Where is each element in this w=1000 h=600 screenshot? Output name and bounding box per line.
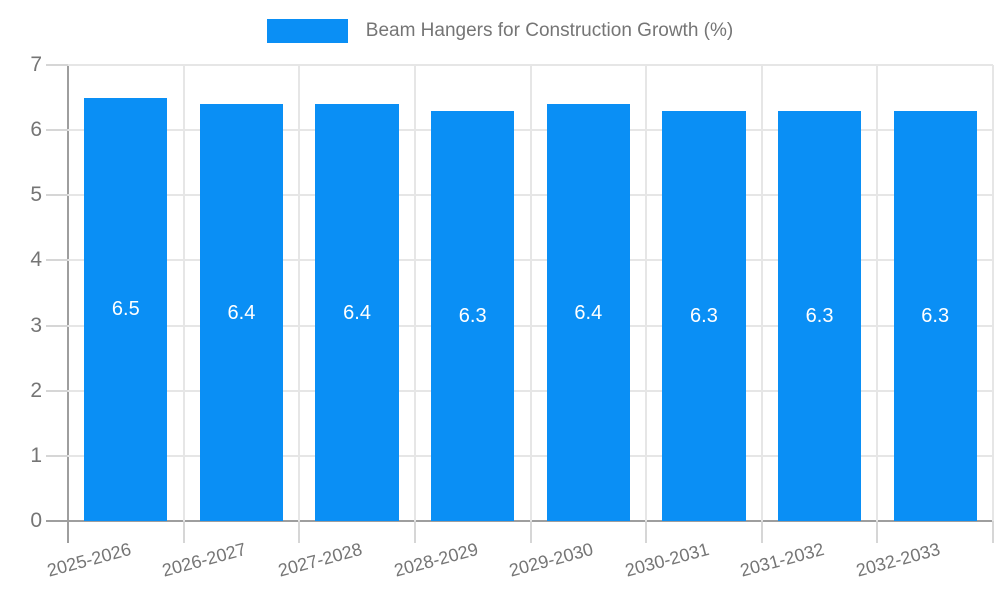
y-axis-tick	[46, 194, 68, 197]
bar-value-label: 6.5	[111, 298, 140, 321]
bar-value-label: 6.3	[805, 304, 834, 327]
x-axis-tick	[182, 521, 185, 543]
bar-value-label: 6.3	[690, 304, 718, 327]
y-axis-tick	[46, 324, 68, 327]
x-axis-tick	[760, 521, 763, 543]
bar[interactable]	[199, 104, 284, 521]
gridline-vertical	[760, 65, 763, 521]
bar-value-label: 6.4	[227, 301, 256, 324]
y-axis-tick	[46, 454, 68, 457]
bar[interactable]	[893, 110, 977, 521]
y-axis-tick	[46, 129, 68, 132]
y-axis-tick	[46, 389, 68, 392]
gridline-vertical	[529, 65, 532, 521]
legend-swatch	[266, 19, 348, 43]
y-axis-tick-label: 5	[30, 183, 42, 207]
x-axis-label: 2027-2028	[275, 539, 365, 581]
x-axis-label: 2032-2033	[854, 539, 943, 581]
y-axis-tick-label: 3	[30, 313, 42, 337]
gridline-vertical	[645, 65, 648, 521]
x-axis-label: 2028-2029	[391, 539, 480, 581]
x-axis-tick	[298, 521, 301, 543]
bar-value-label: 6.3	[458, 304, 487, 327]
y-axis-tick-label: 0	[30, 509, 42, 532]
bar[interactable]	[662, 110, 746, 521]
x-axis-tick	[876, 521, 879, 543]
x-axis-tick	[413, 521, 416, 543]
y-axis-tick-label: 7	[30, 53, 42, 76]
gridline-vertical	[413, 65, 416, 521]
bar-value-label: 6.4	[343, 301, 371, 324]
y-axis-tick-label: 4	[30, 248, 42, 272]
bar[interactable]	[315, 104, 399, 521]
legend: Beam Hangers for Construction Growth (%)	[0, 17, 1000, 45]
y-axis-tick-label: 2	[30, 378, 42, 402]
bar-value-label: 6.3	[921, 304, 950, 327]
x-axis-tick	[645, 521, 648, 543]
gridline-vertical	[876, 65, 879, 521]
y-axis-tick	[46, 259, 68, 262]
gridline-vertical	[992, 65, 994, 521]
y-axis-tick	[46, 64, 68, 66]
y-axis-tick-label: 1	[30, 443, 42, 467]
x-axis-line	[46, 520, 993, 522]
legend-label: Beam Hangers for Construction Growth (%)	[365, 20, 734, 41]
x-axis-label: 2026-2027	[160, 539, 249, 581]
x-axis-label: 2025-2026	[44, 539, 133, 581]
x-axis-tick	[992, 521, 994, 543]
x-axis-label: 2030-2031	[622, 539, 712, 581]
bar[interactable]	[546, 104, 630, 521]
gridline-vertical	[298, 65, 301, 521]
bar-value-label: 6.4	[574, 301, 603, 324]
y-axis-tick-label: 6	[30, 118, 42, 142]
bar[interactable]	[431, 110, 515, 521]
x-axis-label: 2029-2030	[507, 539, 596, 581]
gridline-vertical	[182, 65, 185, 521]
x-axis-label: 2031-2032	[738, 539, 827, 581]
bar[interactable]	[84, 97, 168, 521]
y-axis-line	[67, 65, 69, 543]
x-axis-tick	[529, 521, 532, 543]
bar[interactable]	[777, 110, 862, 521]
plot-area: 0 1 2 3 4 5 6 7 6.5 2025-2026 6.4 2026-2027 6.4 2027-…	[30, 53, 994, 581]
